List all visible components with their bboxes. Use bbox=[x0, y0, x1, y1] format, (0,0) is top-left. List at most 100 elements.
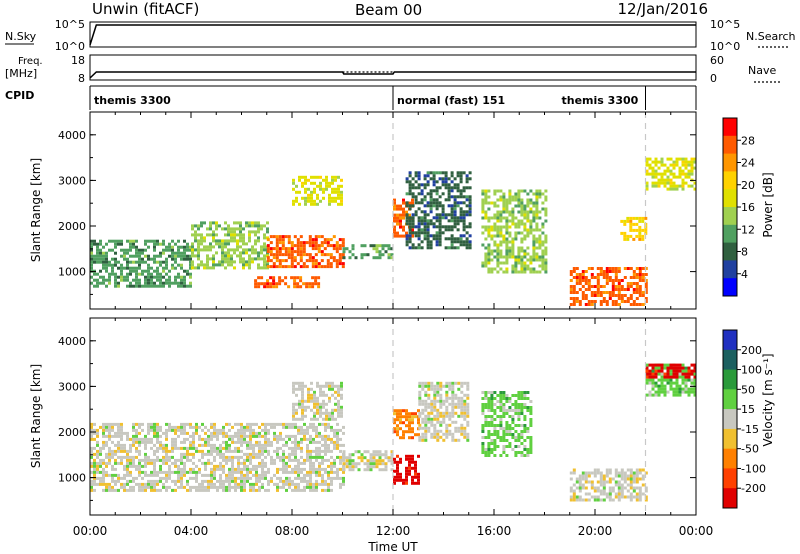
data-cell bbox=[611, 300, 615, 303]
data-cell bbox=[351, 244, 355, 248]
data-cell bbox=[309, 437, 312, 441]
data-cell bbox=[584, 480, 588, 484]
data-cell bbox=[322, 402, 325, 406]
data-cell bbox=[132, 245, 135, 249]
data-cell bbox=[448, 429, 452, 433]
data-cell bbox=[120, 239, 123, 243]
data-cell bbox=[393, 225, 396, 229]
data-cell bbox=[657, 393, 661, 397]
data-cell bbox=[330, 437, 333, 441]
data-cell bbox=[294, 485, 297, 489]
data-cell bbox=[623, 288, 627, 291]
data-cell bbox=[90, 245, 93, 249]
data-cell bbox=[436, 414, 440, 418]
data-cell bbox=[626, 495, 630, 499]
data-cell bbox=[681, 369, 685, 373]
data-cell bbox=[526, 204, 530, 208]
data-cell bbox=[180, 461, 183, 465]
data-cell bbox=[520, 204, 524, 208]
data-cell bbox=[150, 461, 153, 465]
data-cell bbox=[309, 464, 312, 468]
data-cell bbox=[581, 294, 585, 297]
data-cell bbox=[638, 276, 642, 279]
data-cell bbox=[520, 394, 524, 397]
data-cell bbox=[645, 163, 649, 167]
data-cell bbox=[408, 171, 412, 175]
data-cell bbox=[171, 281, 174, 285]
data-cell bbox=[517, 270, 521, 274]
data-cell bbox=[605, 273, 609, 276]
data-cell bbox=[90, 260, 93, 264]
data-cell bbox=[511, 448, 515, 451]
data-cell bbox=[481, 397, 485, 400]
data-cell bbox=[275, 253, 279, 257]
data-cell bbox=[216, 485, 219, 489]
data-cell bbox=[544, 246, 548, 250]
data-cell bbox=[596, 495, 600, 499]
data-cell bbox=[99, 470, 102, 474]
data-cell bbox=[183, 464, 186, 468]
data-cell bbox=[411, 204, 415, 208]
data-cell bbox=[511, 240, 515, 244]
data-cell bbox=[360, 453, 364, 457]
data-cell bbox=[186, 272, 189, 276]
data-cell bbox=[375, 244, 379, 248]
data-cell bbox=[435, 186, 439, 190]
data-cell bbox=[532, 246, 536, 250]
data-cell bbox=[221, 263, 224, 267]
data-cell bbox=[135, 275, 138, 279]
data-cell bbox=[328, 396, 331, 400]
data-cell bbox=[481, 442, 485, 445]
data-cell bbox=[333, 464, 336, 468]
data-cell bbox=[314, 235, 318, 239]
data-cell bbox=[108, 437, 111, 441]
data-cell bbox=[328, 384, 331, 388]
data-cell bbox=[102, 263, 105, 267]
x-tick-label: 20:00 bbox=[578, 524, 613, 538]
data-cell bbox=[632, 474, 636, 478]
data-cell bbox=[575, 498, 579, 502]
data-cell bbox=[234, 434, 237, 438]
data-cell bbox=[111, 476, 114, 480]
data-cell bbox=[375, 250, 379, 254]
data-cell bbox=[165, 455, 168, 459]
data-cell bbox=[499, 249, 503, 253]
data-cell bbox=[408, 427, 411, 431]
data-cell bbox=[405, 472, 408, 476]
data-cell bbox=[207, 434, 210, 438]
data-cell bbox=[411, 234, 414, 238]
data-cell bbox=[334, 390, 337, 394]
data-cell bbox=[620, 300, 624, 303]
data-cell bbox=[396, 222, 399, 226]
data-cell bbox=[194, 230, 197, 234]
data-cell bbox=[436, 408, 440, 412]
data-cell bbox=[669, 378, 673, 382]
data-cell bbox=[272, 285, 276, 289]
data-cell bbox=[141, 248, 144, 252]
data-cell bbox=[141, 284, 144, 288]
data-cell bbox=[105, 284, 108, 288]
data-cell bbox=[487, 258, 491, 262]
data-cell bbox=[117, 242, 120, 246]
data-cell bbox=[308, 235, 312, 239]
data-cell bbox=[212, 221, 215, 225]
data-cell bbox=[325, 393, 328, 397]
data-cell bbox=[287, 238, 291, 242]
data-cell bbox=[462, 240, 466, 244]
data-cell bbox=[529, 442, 533, 445]
data-cell bbox=[520, 207, 524, 211]
data-cell bbox=[502, 445, 506, 448]
data-cell bbox=[608, 297, 612, 300]
data-cell bbox=[538, 189, 542, 193]
data-cell bbox=[596, 285, 600, 288]
data-cell bbox=[165, 470, 168, 474]
data-cell bbox=[638, 288, 642, 291]
data-cell bbox=[93, 482, 96, 486]
data-cell bbox=[690, 381, 694, 385]
data-cell bbox=[599, 477, 603, 481]
data-cell bbox=[651, 387, 655, 391]
data-cell bbox=[448, 387, 452, 391]
freq-label: Freq. bbox=[18, 56, 43, 67]
data-cell bbox=[183, 251, 186, 255]
data-cell bbox=[177, 467, 180, 471]
